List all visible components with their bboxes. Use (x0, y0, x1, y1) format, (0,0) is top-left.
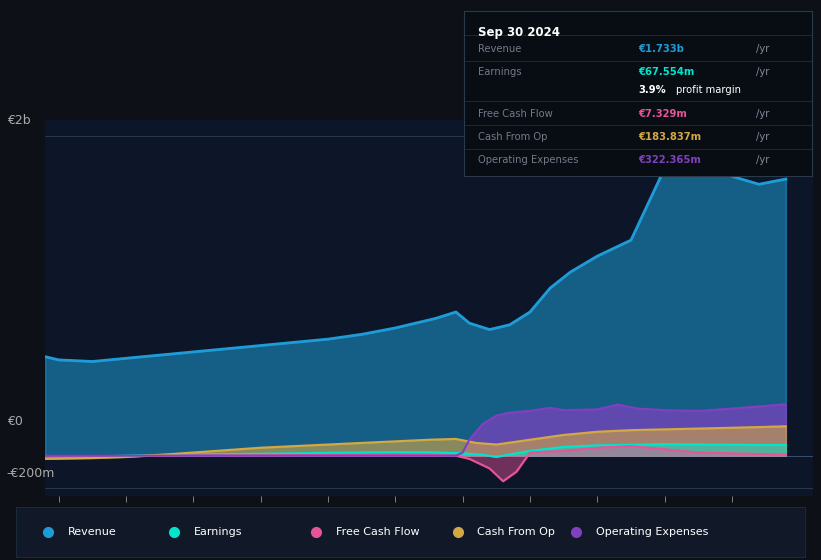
Text: Free Cash Flow: Free Cash Flow (336, 527, 420, 537)
Text: /yr: /yr (756, 67, 769, 77)
Text: Operating Expenses: Operating Expenses (478, 155, 578, 165)
Text: €183.837m: €183.837m (638, 132, 701, 142)
Text: /yr: /yr (756, 132, 769, 142)
Text: €67.554m: €67.554m (638, 67, 695, 77)
Text: €7.329m: €7.329m (638, 109, 687, 119)
Text: Revenue: Revenue (67, 527, 117, 537)
Text: Cash From Op: Cash From Op (478, 527, 555, 537)
Text: -€200m: -€200m (7, 466, 55, 480)
Text: /yr: /yr (756, 155, 769, 165)
Text: /yr: /yr (756, 109, 769, 119)
Text: Free Cash Flow: Free Cash Flow (478, 109, 553, 119)
Text: Sep 30 2024: Sep 30 2024 (478, 26, 560, 39)
Text: €322.365m: €322.365m (638, 155, 701, 165)
Text: €1.733b: €1.733b (638, 44, 684, 54)
Text: Earnings: Earnings (194, 527, 242, 537)
Text: /yr: /yr (756, 44, 769, 54)
Text: 3.9%: 3.9% (638, 86, 666, 96)
Text: Operating Expenses: Operating Expenses (596, 527, 708, 537)
Text: Earnings: Earnings (478, 67, 521, 77)
Text: €0: €0 (7, 415, 22, 428)
Text: Cash From Op: Cash From Op (478, 132, 547, 142)
Text: Revenue: Revenue (478, 44, 521, 54)
Text: €2b: €2b (7, 114, 30, 127)
Text: profit margin: profit margin (677, 86, 741, 96)
